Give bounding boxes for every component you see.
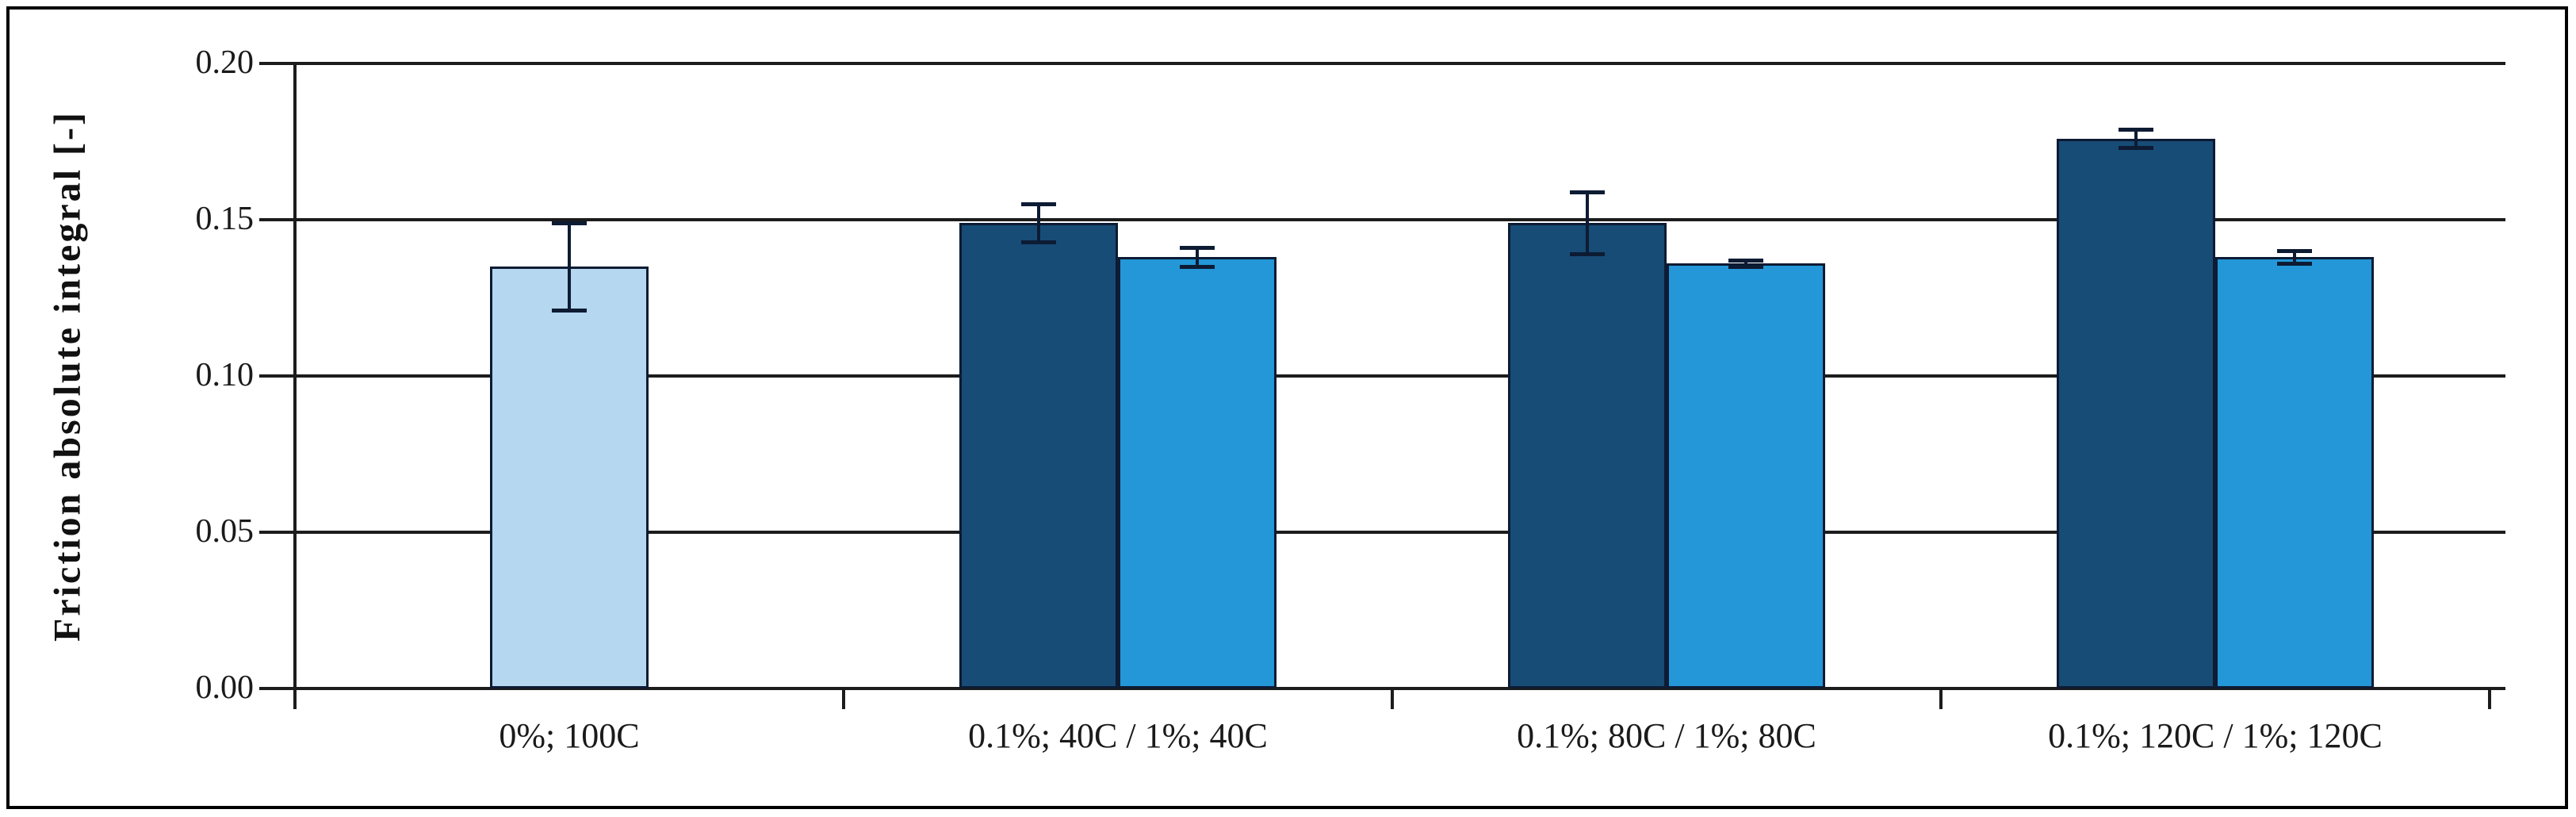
error-bar-line bbox=[568, 222, 571, 311]
error-bar-cap-bottom bbox=[552, 309, 587, 313]
bar-0-1-40c bbox=[959, 223, 1118, 689]
x-category-label: 0.1%; 120C / 1%; 120C bbox=[2048, 716, 2383, 755]
error-bar-cap-top bbox=[1570, 190, 1605, 194]
x-category-label: 0.1%; 80C / 1%; 80C bbox=[1517, 716, 1816, 755]
x-axis-tick bbox=[1939, 689, 1943, 709]
error-bar-cap-bottom bbox=[1570, 252, 1605, 257]
error-bar-line bbox=[1037, 204, 1040, 242]
error-bar-cap-top bbox=[2277, 249, 2312, 254]
y-axis-tick bbox=[259, 531, 295, 534]
bar-1-40c bbox=[1118, 257, 1277, 689]
y-tick-label: 0.00 bbox=[195, 669, 255, 706]
error-bar-line bbox=[2293, 251, 2296, 264]
error-bar-cap-bottom bbox=[2277, 262, 2312, 267]
gridline bbox=[295, 218, 2505, 221]
error-bar-line bbox=[1586, 191, 1589, 255]
y-axis-title: Friction absolute integral [-] bbox=[46, 110, 89, 642]
x-axis-tick bbox=[1391, 689, 1394, 709]
gridline bbox=[295, 62, 2505, 65]
error-bar-cap-bottom bbox=[1728, 265, 1763, 270]
error-bar-cap-top bbox=[1728, 259, 1763, 263]
error-bar-cap-top bbox=[1180, 246, 1215, 251]
error-bar-cap-bottom bbox=[1180, 265, 1215, 270]
y-axis-line bbox=[293, 63, 297, 690]
gridline bbox=[295, 687, 2505, 690]
y-axis-tick bbox=[259, 374, 295, 378]
x-category-label: 0.1%; 40C / 1%; 40C bbox=[968, 716, 1268, 755]
error-bar-line bbox=[1196, 247, 1199, 267]
error-bar-line bbox=[2134, 128, 2138, 148]
y-tick-label: 0.05 bbox=[195, 513, 255, 550]
x-axis-tick bbox=[2488, 689, 2491, 709]
bar-0-1-120c bbox=[2057, 139, 2215, 689]
y-tick-label: 0.20 bbox=[195, 44, 255, 81]
bar-1-120c bbox=[2215, 257, 2374, 689]
y-axis-tick bbox=[259, 218, 295, 221]
error-bar-cap-bottom bbox=[2119, 146, 2153, 151]
error-bar-cap-top bbox=[1021, 202, 1056, 207]
bar-0-100c bbox=[490, 267, 649, 689]
x-category-label: 0%; 100C bbox=[499, 716, 640, 755]
error-bar-line bbox=[1744, 260, 1747, 267]
error-bar-cap-top bbox=[2119, 127, 2153, 132]
y-tick-label: 0.10 bbox=[195, 357, 255, 393]
bar-0-1-80c bbox=[1508, 223, 1667, 689]
y-axis-tick bbox=[259, 687, 295, 690]
bar-1-80c bbox=[1667, 263, 1825, 689]
x-axis-tick bbox=[842, 689, 845, 709]
error-bar-cap-top bbox=[552, 221, 587, 225]
gridline bbox=[295, 374, 2505, 378]
x-axis-tick bbox=[293, 689, 297, 709]
y-tick-label: 0.15 bbox=[195, 201, 255, 237]
gridline bbox=[295, 531, 2505, 534]
error-bar-cap-bottom bbox=[1021, 240, 1056, 244]
y-axis-tick bbox=[259, 62, 295, 65]
